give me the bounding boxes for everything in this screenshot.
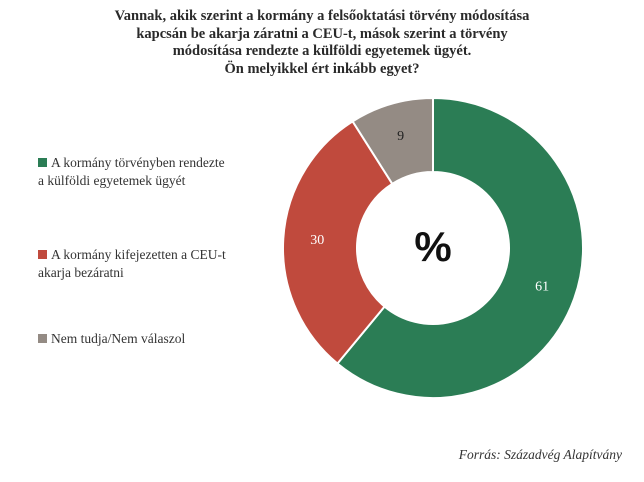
donut-slice <box>335 96 584 399</box>
legend-swatch <box>38 250 47 259</box>
chart-title: Vannak, akik szerint a kormány a felsőok… <box>40 8 604 78</box>
legend-item-nem-tudja: Nem tudja/Nem válaszol <box>38 330 268 348</box>
legend-label: akarja bezáratni <box>38 265 124 280</box>
legend-label: a külföldi egyetemek ügyét <box>38 173 186 188</box>
center-label: % <box>414 223 451 270</box>
donut-slice <box>282 119 394 365</box>
slice-value-label: 61 <box>535 280 549 295</box>
donut-slice <box>351 96 434 186</box>
legend-swatch <box>38 158 47 167</box>
legend-swatch <box>38 334 47 343</box>
source-note: Forrás: Századvég Alapítvány <box>458 447 622 462</box>
legend-item-ceu-bezaratni: A kormány kifejezetten a CEU-t akarja be… <box>38 246 268 282</box>
title-line: Ön melyikkel ért inkább egyet? <box>224 60 420 77</box>
legend-label: Nem tudja/Nem válaszol <box>51 331 186 346</box>
title-line: módosítása rendezte a külföldi egyetemek… <box>172 43 472 59</box>
legend-item-kormany-rendezte: A kormány törvényben rendezte a külföldi… <box>38 154 268 190</box>
title-line: Vannak, akik szerint a kormány a felsőok… <box>114 8 530 24</box>
slice-value-label: 9 <box>397 129 404 144</box>
legend-label: A kormány kifejezetten a CEU-t <box>51 247 226 262</box>
slice-value-label: 30 <box>310 233 324 248</box>
title-line: kapcsán be akarja záratni a CEU-t, mások… <box>136 25 508 42</box>
legend-label: A kormány törvényben rendezte <box>51 155 225 170</box>
